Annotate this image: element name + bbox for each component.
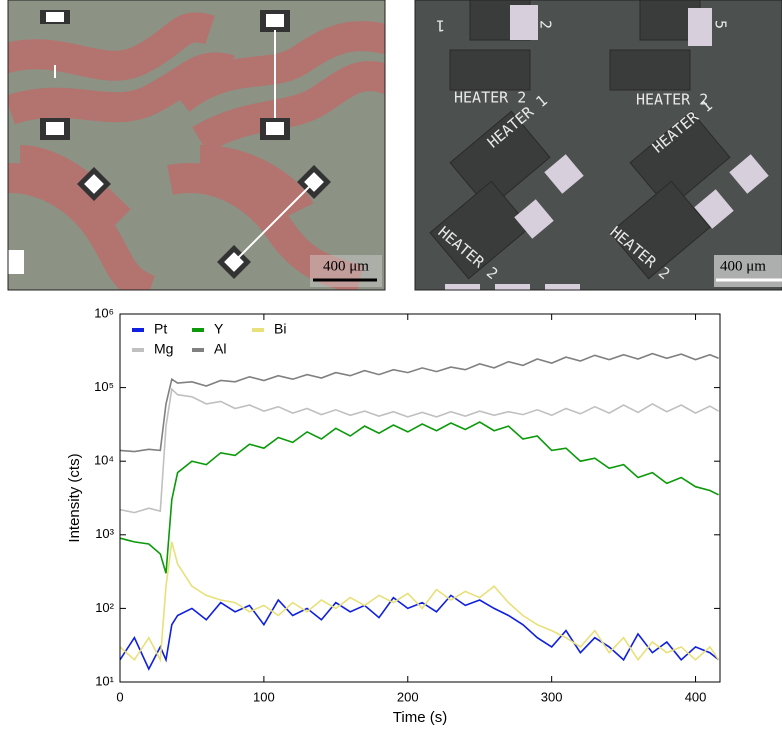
y-tick-label: 10⁴ <box>94 453 114 468</box>
legend-label: Mg <box>154 341 173 357</box>
heater-label: HEATER 2 <box>636 91 708 109</box>
x-tick-label: 0 <box>116 689 123 704</box>
micrograph-border <box>7 0 386 291</box>
y-tick-label: 10² <box>95 600 114 615</box>
pad-label: 1 <box>436 17 445 35</box>
series-line <box>120 541 720 663</box>
y-tick-label: 10⁵ <box>94 379 114 394</box>
x-tick-label: 200 <box>397 689 419 704</box>
series-line <box>120 387 719 514</box>
legend-label: Al <box>214 341 226 357</box>
pad-label: 5 <box>712 20 730 29</box>
y-tick-label: 10³ <box>95 526 114 541</box>
micrograph-left <box>8 0 385 290</box>
series-line <box>120 594 720 671</box>
y-tick-label: 10¹ <box>95 673 114 688</box>
scale-bar-label: 400 μm <box>720 258 766 274</box>
legend-label: Y <box>214 321 224 337</box>
legend-label: Pt <box>154 321 167 337</box>
scale-bar-bg <box>714 255 782 287</box>
scale-bar-label: 400 μm <box>323 258 369 274</box>
legend-label: Bi <box>274 321 286 337</box>
micrograph-right: HEATER 2 HEATER 2 HEATER 1 HEATER 1 HEAT… <box>415 0 782 290</box>
plot-frame <box>119 313 721 683</box>
series-line <box>120 352 719 453</box>
heater-label: HEATER 2 <box>454 89 526 107</box>
x-axis-label: Time (s) <box>393 709 447 726</box>
y-tick-label: 10⁶ <box>94 305 114 320</box>
chart: Intensity (cts) Time (s) 0 100 200 300 400 10… <box>66 305 721 726</box>
x-tick-label: 400 <box>685 689 707 704</box>
scale-bar-bg <box>310 255 382 287</box>
x-tick-label: 100 <box>253 689 275 704</box>
plot-area <box>120 352 720 671</box>
micrograph-border <box>414 0 782 291</box>
series-line <box>120 421 719 574</box>
y-axis-label: Intensity (cts) <box>66 453 83 542</box>
x-tick-label: 300 <box>541 689 563 704</box>
pad-label: 2 <box>537 20 555 29</box>
